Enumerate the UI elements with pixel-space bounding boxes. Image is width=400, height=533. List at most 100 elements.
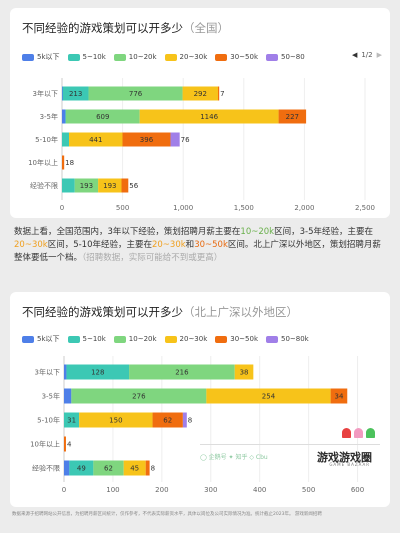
bar-segment [206, 388, 331, 404]
legend-swatch [164, 53, 177, 61]
watermark-platforms: ◯ 企鹅号 ✦ 知乎 ◇ Cbu [200, 454, 268, 461]
bar-segment [88, 86, 183, 101]
y-category-label: 3年以下 [35, 368, 60, 377]
legend-swatch [22, 53, 34, 61]
chart-card-non-tier1: 不同经验的游戏策划可以开多少（北上广深以外地区） 5k以下 5~10k 10~20k… [10, 292, 390, 507]
x-tick-label: 2,500 [355, 204, 375, 212]
summary-highlight: 20~30k [151, 240, 186, 250]
y-category-label: 5-10年 [37, 416, 60, 425]
ghost-red-icon [342, 428, 351, 438]
summary-text: 数据上看，全国范围内，3年以下经验，策划招聘月薪主要在10~20k区间，3-5年… [14, 226, 386, 265]
y-category-label: 10年以上 [28, 158, 58, 167]
y-category-label: 3年以下 [33, 89, 58, 98]
ghost-green-icon [366, 428, 375, 438]
legend-swatch [266, 53, 278, 61]
legend-item[interactable]: 20~30k [164, 335, 208, 343]
legend-swatch [113, 53, 126, 61]
bar-value-label: 8 [151, 465, 155, 473]
x-tick-label: 0 [60, 204, 64, 212]
legend-item[interactable]: 5~10k [67, 53, 106, 61]
bar-segment [62, 155, 65, 170]
bar-value-label: 8 [188, 417, 192, 425]
summary-highlight: 30~50k [194, 240, 228, 250]
bar-segment [64, 412, 80, 428]
bar-segment [62, 109, 66, 124]
bar-segment [139, 109, 279, 124]
subtitle-text: （全国） [183, 21, 229, 35]
watermark-brand-sub: GAME BAZAAR [329, 462, 370, 467]
bar-value-label: 441 [89, 136, 102, 144]
chart-legend: 5k以下 5~10k 10~20k 20~30k 30~50k 50~80k [22, 334, 317, 344]
summary-highlight: 20~30k [14, 240, 48, 250]
bar-value-label: 62 [104, 465, 113, 473]
legend-item[interactable]: 30~50k [215, 335, 258, 343]
bar-segment [62, 86, 89, 101]
bar-value-label: 76 [181, 136, 190, 144]
legend-item[interactable]: 20~30k [164, 53, 208, 61]
bar-value-label: 56 [129, 182, 138, 190]
summary-part: 区间。北上广深以外地区，策划招聘月薪整体要低一个档。 [14, 240, 381, 263]
legend-item[interactable]: 50~80k [266, 335, 309, 343]
legend-label: 20~30k [179, 53, 208, 61]
legend-item[interactable]: 5~10k [67, 335, 106, 343]
bar-segment [74, 178, 99, 193]
legend-item[interactable]: 10~20k [113, 53, 157, 61]
legend-item[interactable]: 30~50k [215, 53, 258, 61]
bar-segment [152, 412, 183, 428]
legend-swatch [67, 53, 80, 61]
legend-label: 30~50k [230, 53, 258, 61]
bar-segment [182, 412, 187, 428]
x-tick-label: 1,500 [234, 204, 254, 212]
bar-value-label: 62 [163, 417, 172, 425]
x-tick-label: 300 [204, 486, 217, 494]
y-category-label: 经验不限 [32, 464, 60, 473]
ghost-pink-icon [354, 428, 363, 438]
x-tick-label: 600 [351, 486, 364, 494]
legend-swatch [215, 53, 228, 61]
bar-value-label: 276 [132, 393, 146, 401]
legend-item[interactable]: 5k以下 [22, 52, 60, 62]
bar-value-label: 216 [175, 369, 189, 377]
summary-note: （招聘数据，实际可能给不到或更高） [82, 253, 223, 263]
watermark-brand: 游戏游戏圈 [317, 451, 372, 464]
chart-title: 不同经验的游戏策划可以开多少（北上广深以外地区） [22, 304, 298, 320]
y-category-label: 3-5年 [42, 392, 60, 401]
y-category-label: 10年以上 [30, 440, 60, 449]
bar-segment [217, 86, 220, 101]
legend-item[interactable]: 50~80 [266, 53, 305, 61]
legend-label: 5~10k [82, 335, 106, 343]
bar-chart-national: 05001,0001,5002,0002,5003年以下621377629273… [28, 78, 375, 212]
bar-value-label: 38 [240, 369, 249, 377]
bar-value-label: 128 [91, 369, 104, 377]
bar-segment [170, 132, 180, 147]
bar-value-label: 254 [262, 393, 276, 401]
legend-label: 10~20k [128, 335, 157, 343]
bar-segment [234, 364, 254, 380]
x-tick-label: 0 [62, 486, 66, 494]
bar-chart-non-tier1: 01002003004005006003年以下5128216383-5年1527… [30, 356, 364, 494]
bar-segment [62, 178, 75, 193]
bar-segment [330, 388, 348, 404]
x-tick-label: 100 [106, 486, 119, 494]
bar-value-label: 34 [334, 393, 343, 401]
bar-segment [123, 460, 146, 476]
bar-segment [64, 460, 70, 476]
legend-next-icon[interactable]: ▶ [376, 51, 382, 59]
chart-title: 不同经验的游戏策划可以开多少（全国） [22, 20, 229, 36]
legend-item[interactable]: 5k以下 [22, 334, 60, 344]
summary-part: 数据上看，全国范围内，3年以下经验，策划招聘月薪主要在 [14, 227, 241, 237]
legend-label: 20~30k [179, 335, 208, 343]
bar-value-label: 193 [80, 182, 93, 190]
legend-item[interactable]: 10~20k [113, 335, 157, 343]
bar-segment [65, 109, 140, 124]
bar-segment [122, 132, 171, 147]
x-tick-label: 500 [302, 486, 315, 494]
legend-label: 30~50k [230, 335, 258, 343]
bar-value-label: 396 [140, 136, 154, 144]
bar-segment [129, 364, 235, 380]
bar-segment [64, 388, 72, 404]
x-tick-label: 500 [116, 204, 129, 212]
legend-swatch [266, 335, 278, 343]
legend-swatch [215, 335, 228, 343]
legend-prev-icon[interactable]: ◀ [351, 51, 358, 59]
